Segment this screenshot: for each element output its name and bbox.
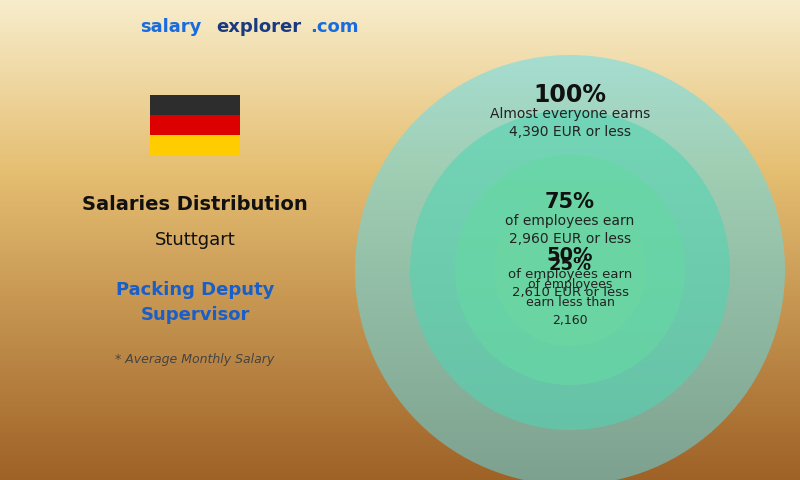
Text: 75%: 75% bbox=[545, 192, 595, 212]
Text: earn less than: earn less than bbox=[526, 296, 614, 309]
Text: 2,610 EUR or less: 2,610 EUR or less bbox=[511, 287, 629, 300]
Text: Packing Deputy: Packing Deputy bbox=[116, 281, 274, 299]
Text: 100%: 100% bbox=[534, 84, 606, 108]
Circle shape bbox=[410, 110, 730, 430]
Text: * Average Monthly Salary: * Average Monthly Salary bbox=[115, 353, 274, 367]
Circle shape bbox=[494, 194, 646, 346]
FancyBboxPatch shape bbox=[150, 115, 240, 135]
Text: 4,390 EUR or less: 4,390 EUR or less bbox=[509, 125, 631, 139]
Text: of employees earn: of employees earn bbox=[508, 268, 632, 281]
Text: Almost everyone earns: Almost everyone earns bbox=[490, 108, 650, 121]
Text: Stuttgart: Stuttgart bbox=[154, 231, 235, 249]
Text: Supervisor: Supervisor bbox=[140, 306, 250, 324]
Text: .com: .com bbox=[310, 18, 358, 36]
Text: salary: salary bbox=[140, 18, 202, 36]
Text: 25%: 25% bbox=[549, 256, 591, 275]
Circle shape bbox=[355, 55, 785, 480]
Text: explorer: explorer bbox=[216, 18, 301, 36]
FancyBboxPatch shape bbox=[150, 135, 240, 155]
Text: 50%: 50% bbox=[546, 246, 594, 265]
Text: of employees: of employees bbox=[528, 278, 612, 291]
Text: of employees earn: of employees earn bbox=[506, 214, 634, 228]
Text: 2,160: 2,160 bbox=[552, 314, 588, 327]
Circle shape bbox=[455, 155, 685, 385]
FancyBboxPatch shape bbox=[150, 95, 240, 115]
Text: Salaries Distribution: Salaries Distribution bbox=[82, 195, 308, 215]
Text: 2,960 EUR or less: 2,960 EUR or less bbox=[509, 232, 631, 246]
